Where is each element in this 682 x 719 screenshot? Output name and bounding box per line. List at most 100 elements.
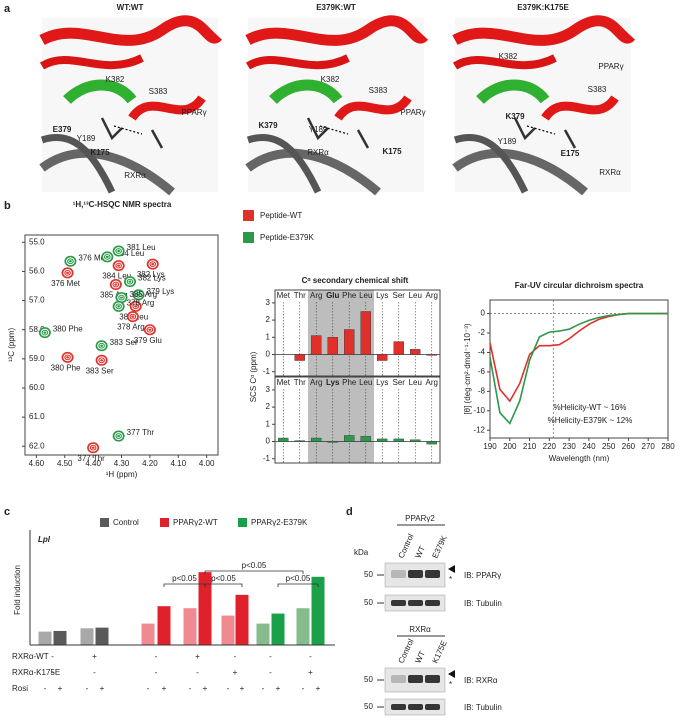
series-annotation: %Helicity-WT ~ 16% xyxy=(554,403,627,412)
peak-label: 376 Met xyxy=(78,253,108,262)
lane-label: K175E xyxy=(431,639,449,665)
x-tick-label: 270 xyxy=(642,442,656,451)
lane-label: WT xyxy=(414,650,427,665)
structure-image xyxy=(39,15,223,196)
y-tick-label: 58.0 xyxy=(29,325,45,334)
peak-contour xyxy=(147,327,153,332)
condition-sign: + xyxy=(162,684,167,693)
legend-label: Peptide-WT xyxy=(260,211,302,220)
size-marker: 50 xyxy=(364,675,373,684)
condition-sign: + xyxy=(100,684,105,693)
legend-label: PPARγ2-WT xyxy=(173,518,218,527)
bar xyxy=(294,440,305,442)
condition-sign: + xyxy=(240,684,245,693)
helix xyxy=(39,15,223,46)
peak-contour xyxy=(145,325,155,334)
residue-label: K175 xyxy=(382,147,402,156)
bar xyxy=(344,329,355,355)
peak-contour xyxy=(119,295,124,300)
residue-label: K379 xyxy=(258,121,278,130)
legend-label: Peptide-E379K xyxy=(260,233,314,242)
x-tick-label: 4.40 xyxy=(85,459,101,468)
y-tick-label: -8 xyxy=(478,386,486,395)
peak-contour xyxy=(90,445,96,450)
bar xyxy=(38,631,52,645)
condition-sign: - xyxy=(44,684,47,693)
bar xyxy=(311,335,322,355)
category-label: Arg xyxy=(426,378,438,387)
y-tick-label: -4 xyxy=(478,348,486,357)
residue-label: K175 xyxy=(90,148,110,157)
bar xyxy=(327,337,338,355)
peak-contour xyxy=(150,262,155,267)
peak-contour xyxy=(111,280,121,289)
helix xyxy=(541,95,619,121)
legend-swatch xyxy=(243,210,254,221)
y-tick-label: -12 xyxy=(473,425,485,434)
structure-image xyxy=(452,15,636,196)
peak-contour xyxy=(114,302,123,311)
category-label: Arg xyxy=(426,291,438,300)
significance-label: p<0.05 xyxy=(242,561,267,570)
x-tick-label: 260 xyxy=(622,442,636,451)
x-tick-label: 250 xyxy=(602,442,616,451)
condition-sign: + xyxy=(92,652,97,661)
peak-contour xyxy=(116,249,121,253)
x-tick-label: 220 xyxy=(543,442,557,451)
peak-label: 384 Leu xyxy=(115,249,144,258)
size-marker: 50 xyxy=(364,702,373,711)
bar xyxy=(278,437,289,442)
category-label: Leu xyxy=(409,378,422,387)
helix xyxy=(245,15,429,46)
significance-label: p<0.05 xyxy=(172,574,197,583)
residue-label: S383 xyxy=(369,86,388,95)
residue-label: RXRα xyxy=(124,171,146,180)
bar xyxy=(360,311,371,355)
category-label: Thr xyxy=(294,378,306,387)
y-tick-label: 55.0 xyxy=(29,237,45,246)
peak-contour xyxy=(130,314,136,319)
residue-label: Y189 xyxy=(309,125,328,134)
peak-contour xyxy=(99,358,104,363)
y-tick-label: 59.0 xyxy=(29,354,45,363)
y-tick-label: 0 xyxy=(266,350,271,359)
y-tick-label: 2 xyxy=(266,402,271,411)
residue-label: K382 xyxy=(499,52,518,61)
peak-contour xyxy=(116,304,121,309)
residue-label: PPARγ xyxy=(400,108,425,117)
peak-contour xyxy=(116,434,121,438)
chart-title: Far-UV circular dichroism spectra xyxy=(515,281,644,290)
bar xyxy=(426,354,437,356)
h-bond xyxy=(526,125,556,135)
significance-bracket xyxy=(204,583,243,587)
bar xyxy=(235,594,249,645)
bar xyxy=(377,354,388,361)
x-tick-label: 4.50 xyxy=(57,459,73,468)
category-label: Phe xyxy=(342,378,357,387)
peak-contour xyxy=(113,282,119,287)
peak-contour xyxy=(65,355,70,360)
peak-label: 377 Thr xyxy=(77,454,105,463)
peak-label: 384 Leu xyxy=(102,272,131,281)
peak-label: 380 Phe xyxy=(53,325,83,334)
bar xyxy=(198,572,212,645)
condition-sign: - xyxy=(269,668,272,677)
significance-bracket xyxy=(204,570,304,574)
bar xyxy=(221,615,235,645)
peak-contour xyxy=(114,261,123,270)
blot-band xyxy=(391,570,406,578)
category-label: Arg xyxy=(310,378,322,387)
series-annotation: %Helicity-E379K ~ 12% xyxy=(548,416,633,425)
y-tick-label: -2 xyxy=(478,328,486,337)
y-tick-label: 56.0 xyxy=(29,267,45,276)
category-label: Met xyxy=(277,378,291,387)
rxr-chain xyxy=(452,148,588,196)
peak-label: 381 Leu xyxy=(127,243,156,252)
x-axis-label: Wavelength (nm) xyxy=(549,454,610,463)
peak-label: 383 Ser xyxy=(86,366,114,375)
y-tick-label: -1 xyxy=(263,454,271,463)
residue-label: Y189 xyxy=(77,134,96,143)
condition-sign: + xyxy=(58,684,63,693)
bar xyxy=(327,441,338,443)
